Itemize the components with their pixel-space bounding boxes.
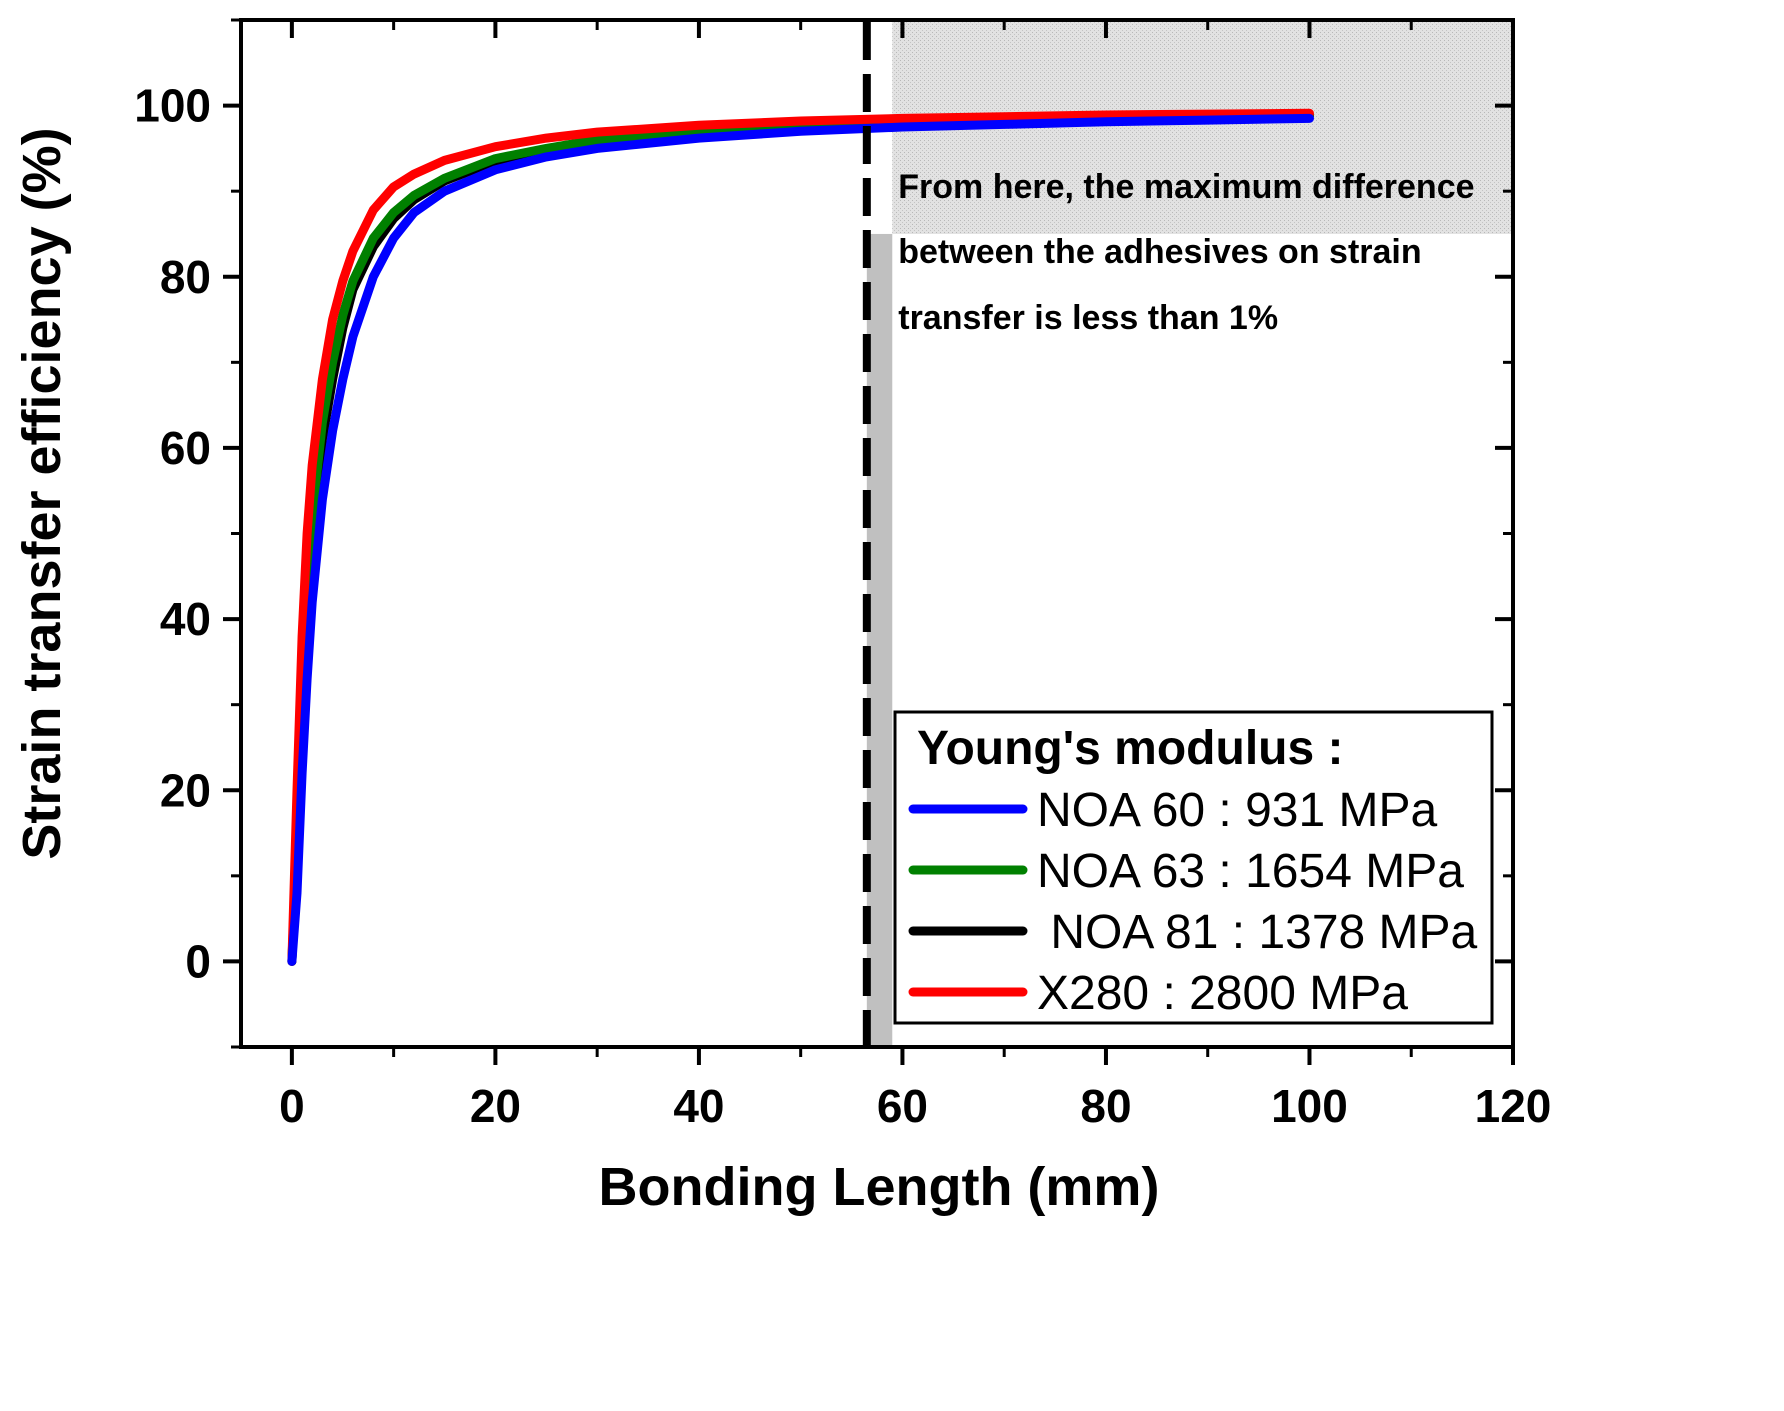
annotation-line-3: transfer is less than 1% — [898, 299, 1278, 337]
y-tick-label: 60 — [160, 422, 211, 474]
annotation-line-1: From here, the maximum difference — [898, 168, 1474, 206]
legend-label-2: NOA 63 : 1654 MPa — [1037, 845, 1464, 898]
series-line-4 — [287, 108, 1314, 966]
y-tick-label: 20 — [160, 764, 211, 816]
x-tick-label: 120 — [1475, 1080, 1552, 1132]
y-axis-title: Strain transfer efficiency (%) — [12, 127, 72, 859]
legend: Young's modulus : NOA 60 : 931 MPa NOA 63… — [893, 710, 1494, 1025]
legend-items: NOA 60 : 931 MPa NOA 63 : 1654 MPa NOA 81… — [908, 784, 1478, 1020]
annotation-line-2: between the adhesives on strain — [898, 233, 1421, 271]
series-layer — [287, 108, 1314, 966]
y-tick-label: 80 — [160, 251, 211, 303]
shaded-region-strip — [866, 233, 893, 1046]
x-tick-label: 40 — [673, 1080, 724, 1132]
legend-label-4: X280 : 2800 MPa — [1037, 967, 1408, 1020]
y-tick-label: 100 — [134, 80, 211, 132]
y-tick-label: 0 — [185, 935, 211, 987]
x-tick-label: 60 — [877, 1080, 928, 1132]
legend-label-3: NOA 81 : 1378 MPa — [1037, 906, 1478, 959]
x-tick-label: 80 — [1080, 1080, 1131, 1132]
x-tick-label: 0 — [279, 1080, 305, 1132]
y-tick-label: 40 — [160, 593, 211, 645]
x-tick-label: 100 — [1271, 1080, 1348, 1132]
x-axis-title: Bonding Length (mm) — [599, 1157, 1160, 1217]
ticks-layer: 0 20 40 60 80 100 120 0 20 40 60 80 100 — [134, 18, 1552, 1132]
legend-title: Young's modulus : — [917, 722, 1344, 775]
x-tick-label: 20 — [470, 1080, 521, 1132]
legend-label-1: NOA 60 : 931 MPa — [1037, 784, 1438, 837]
series-line-1 — [287, 113, 1314, 966]
